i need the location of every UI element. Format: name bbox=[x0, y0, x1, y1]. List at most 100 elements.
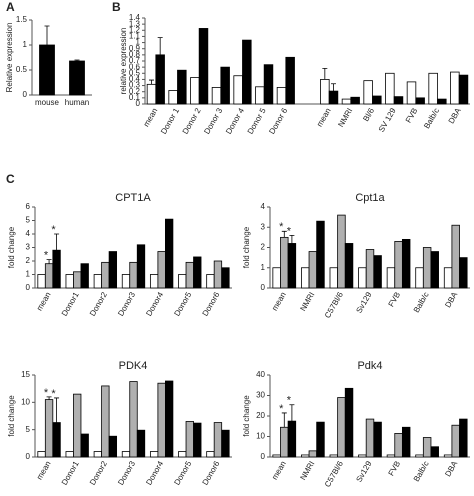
x-tick-label: Donor2 bbox=[88, 459, 109, 487]
bar bbox=[221, 267, 230, 289]
y-tick-label: 40 bbox=[256, 370, 265, 379]
y-tick-label: 1 bbox=[136, 38, 141, 47]
bar bbox=[178, 451, 187, 458]
bar bbox=[459, 418, 468, 458]
bar bbox=[320, 79, 330, 105]
bar bbox=[242, 39, 252, 105]
bar bbox=[108, 251, 118, 289]
error-bar bbox=[157, 37, 163, 55]
bar bbox=[206, 274, 215, 289]
y-tick-label: 1.1 bbox=[129, 32, 141, 41]
bar bbox=[276, 87, 287, 105]
bar bbox=[129, 261, 138, 289]
error-bar bbox=[54, 233, 60, 251]
x-tick-label: DBA bbox=[443, 459, 459, 478]
annotation: * bbox=[287, 225, 292, 237]
bar bbox=[287, 420, 297, 458]
y-tick-label: 0 bbox=[26, 283, 31, 292]
x-tick-label: mean bbox=[270, 460, 288, 482]
y-axis-label: fold change bbox=[242, 395, 251, 437]
x-tick-label: mean bbox=[315, 107, 333, 129]
bar bbox=[190, 77, 200, 105]
bar bbox=[211, 87, 222, 105]
bar bbox=[220, 66, 230, 105]
bar bbox=[80, 433, 89, 458]
x-tick-label: DBA bbox=[447, 106, 463, 125]
bar bbox=[101, 385, 110, 458]
bar bbox=[157, 251, 166, 289]
panel-letter: C bbox=[6, 172, 15, 186]
y-axis-label: Relative expression bbox=[5, 23, 14, 93]
x-tick-label: C57Bl/6 bbox=[323, 290, 345, 320]
bar bbox=[52, 249, 61, 289]
bar bbox=[164, 218, 174, 289]
panel-letter: B bbox=[112, 0, 121, 14]
error-bar bbox=[322, 67, 328, 80]
bar bbox=[415, 97, 425, 105]
bar bbox=[213, 422, 223, 458]
bar bbox=[149, 451, 159, 458]
bar bbox=[394, 241, 403, 289]
y-tick-label: 3 bbox=[261, 222, 266, 231]
y-tick-label: 3 bbox=[26, 243, 31, 252]
y-tick-label: 5 bbox=[26, 425, 31, 434]
error-bar bbox=[46, 396, 52, 400]
error-bar bbox=[289, 404, 295, 422]
bar bbox=[121, 451, 131, 458]
bar bbox=[372, 95, 382, 105]
bar bbox=[44, 399, 54, 458]
y-tick-label: 1.3 bbox=[129, 19, 141, 28]
y-tick-label: 6 bbox=[26, 202, 31, 211]
y-tick-label: 0.3 bbox=[129, 81, 141, 90]
bar bbox=[155, 54, 165, 105]
bar bbox=[358, 454, 367, 458]
y-tick-label: 4 bbox=[26, 229, 31, 238]
bar bbox=[168, 90, 178, 105]
y-tick-label: 0.9 bbox=[129, 44, 141, 53]
y-tick-label: 1.2 bbox=[129, 25, 141, 34]
x-tick-label: Donor4 bbox=[144, 290, 165, 318]
x-tick-label: Donor5 bbox=[172, 459, 193, 487]
bar bbox=[73, 393, 82, 458]
bar bbox=[430, 251, 439, 289]
bar bbox=[185, 261, 194, 289]
y-tick-label: 30 bbox=[256, 391, 265, 400]
bar bbox=[450, 71, 460, 105]
bar bbox=[365, 249, 375, 289]
bar bbox=[341, 98, 352, 105]
x-tick-label: Sv129 bbox=[354, 459, 373, 484]
y-axis-label: fold change bbox=[7, 395, 16, 437]
error-bar bbox=[44, 25, 50, 45]
chart-title: CPT1A bbox=[115, 192, 151, 204]
bar bbox=[285, 56, 295, 105]
bar bbox=[177, 69, 187, 105]
bar bbox=[65, 451, 74, 458]
bar bbox=[401, 238, 411, 289]
bar bbox=[385, 72, 395, 105]
bar bbox=[301, 267, 310, 289]
bar bbox=[329, 454, 339, 458]
error-bar bbox=[54, 397, 60, 423]
y-tick-label: 0.5 bbox=[129, 68, 141, 77]
y-tick-label: 0 bbox=[261, 452, 266, 461]
bar bbox=[316, 421, 325, 458]
bar bbox=[121, 274, 131, 289]
bar bbox=[458, 74, 469, 105]
bar bbox=[316, 220, 325, 289]
bar bbox=[373, 421, 382, 458]
bar bbox=[451, 424, 460, 458]
x-tick-label: NMRI bbox=[298, 460, 316, 482]
chart-title: PDK4 bbox=[119, 360, 148, 372]
y-axis-label: fold change bbox=[242, 226, 251, 268]
bar bbox=[358, 267, 367, 289]
x-tick-label: mean bbox=[35, 291, 53, 313]
x-tick-label: Donor 4 bbox=[224, 106, 246, 136]
x-tick-label: Sv129 bbox=[354, 290, 373, 315]
y-tick-label: 4 bbox=[261, 202, 266, 211]
x-tick-label: Bl/6 bbox=[361, 106, 376, 123]
y-axis-label: fold change bbox=[7, 226, 16, 268]
bar bbox=[93, 274, 103, 289]
y-tick-label: 0 bbox=[136, 99, 141, 108]
bar bbox=[329, 267, 339, 289]
y-tick-label: 0 bbox=[26, 452, 31, 461]
